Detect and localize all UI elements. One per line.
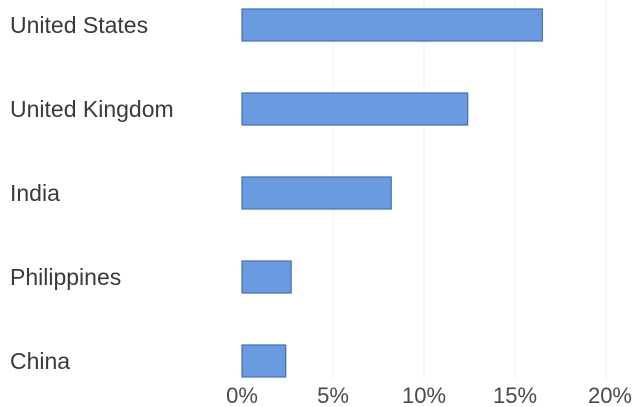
bar-united-kingdom [241, 92, 469, 126]
category-label-united-kingdom: United Kingdom [10, 96, 174, 122]
category-label-philippines: Philippines [10, 264, 121, 290]
x-tick-label: 0% [226, 383, 258, 407]
x-axis-tick-labels: 0% 5% 10% 15% 20% [226, 383, 632, 407]
x-tick-label: 10% [402, 383, 446, 407]
bar-united-states [241, 8, 543, 42]
bar-india [241, 176, 392, 210]
bars-layer [241, 8, 543, 378]
bar-china [241, 344, 287, 378]
x-tick-label: 20% [588, 383, 632, 407]
category-label-united-states: United States [10, 12, 148, 38]
bar-philippines [241, 260, 292, 294]
x-tick-label: 15% [493, 383, 537, 407]
category-label-india: India [10, 180, 60, 206]
x-tick-label: 5% [317, 383, 349, 407]
category-label-china: China [10, 348, 70, 374]
category-labels: United States United Kingdom India Philippi… [10, 12, 174, 374]
